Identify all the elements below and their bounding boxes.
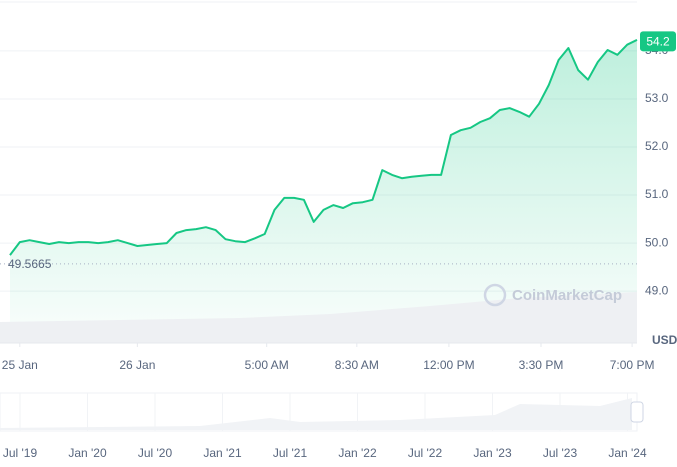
y-tick-label: 50.0 bbox=[645, 235, 669, 249]
reference-label: 49.5665 bbox=[8, 257, 52, 271]
navigator-label: Jan '22 bbox=[338, 446, 377, 460]
y-tick-label: 53.0 bbox=[645, 91, 669, 105]
y-tick-label: 52.0 bbox=[645, 139, 669, 153]
line bbox=[9, 39, 638, 256]
navigator-label: Jan '20 bbox=[68, 446, 107, 460]
y-tick-label: 49.0 bbox=[645, 283, 669, 297]
navigator-label: Jan '21 bbox=[203, 446, 242, 460]
navigator-label: Jul '22 bbox=[408, 446, 443, 460]
navigator-area bbox=[0, 398, 632, 430]
watermark: CoinMarketCap bbox=[512, 287, 622, 304]
x-tick-label: 3:30 PM bbox=[519, 358, 564, 372]
y-unit: USD bbox=[652, 333, 677, 347]
navigator-label: Jul '23 bbox=[543, 446, 578, 460]
price-badge-label: 54.2 bbox=[646, 34, 670, 48]
x-tick-label: 8:30 AM bbox=[335, 358, 379, 372]
x-tick-label: 5:00 AM bbox=[245, 358, 289, 372]
y-tick-label: 51.0 bbox=[645, 187, 669, 201]
navigator-label: Jul '20 bbox=[138, 446, 173, 460]
x-tick-label: 25 Jan bbox=[2, 358, 38, 372]
navigator-label: Jan '23 bbox=[473, 446, 512, 460]
navigator-handle[interactable] bbox=[630, 401, 644, 423]
price-badge bbox=[640, 31, 676, 52]
watermark-logo bbox=[483, 283, 507, 307]
navigator-label: Jul '19 bbox=[3, 446, 38, 460]
navigator-label: Jan '24 bbox=[608, 446, 647, 460]
navigator-label: Jul '21 bbox=[273, 446, 308, 460]
x-tick-label: 7:00 PM bbox=[610, 358, 655, 372]
volume-area bbox=[0, 292, 637, 343]
x-tick-label: 12:00 PM bbox=[423, 358, 474, 372]
x-tick-label: 26 Jan bbox=[119, 358, 155, 372]
area bbox=[10, 39, 637, 344]
